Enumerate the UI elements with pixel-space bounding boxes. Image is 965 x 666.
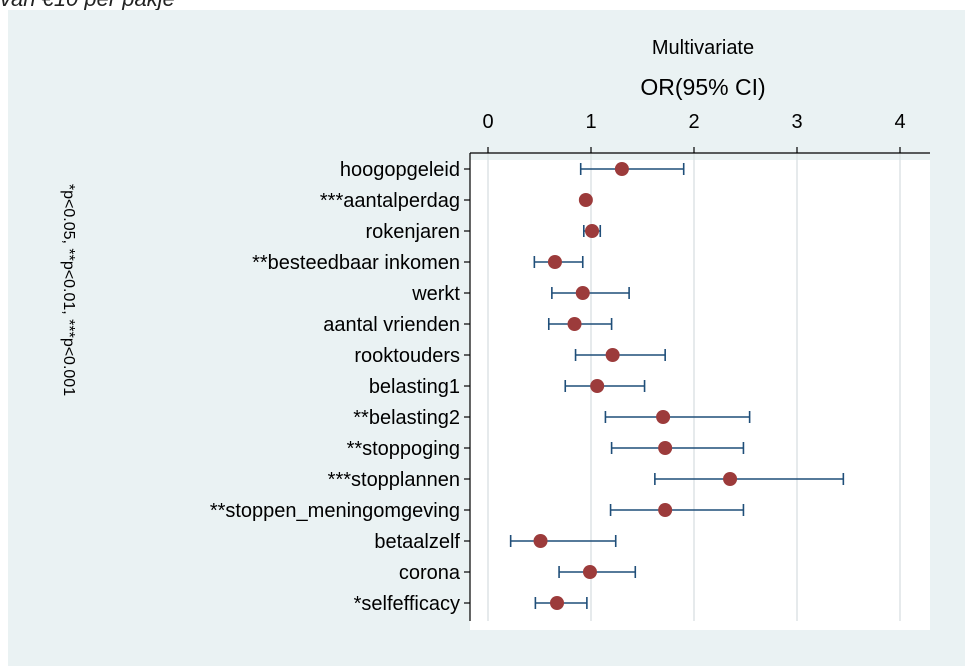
or-point (658, 441, 673, 455)
or-point (575, 286, 590, 300)
row-label: **stoppen_meningomgeving (210, 500, 460, 522)
or-point (567, 317, 582, 331)
or-point (723, 472, 738, 486)
row-label: belasting1 (369, 376, 460, 398)
row-label: **besteedbaar inkomen (252, 252, 460, 274)
or-point (582, 565, 597, 579)
row-label: werkt (411, 283, 460, 305)
or-point (585, 224, 600, 238)
x-tick-label: 3 (791, 111, 802, 133)
row-label: ***aantalperdag (320, 190, 460, 212)
x-tick-label: 1 (585, 111, 596, 133)
row-label: aantal vrienden (323, 314, 460, 336)
or-point (578, 193, 593, 207)
x-tick-label: 0 (482, 111, 493, 133)
or-point (656, 410, 671, 424)
or-point (605, 348, 620, 362)
x-tick-label: 4 (894, 111, 905, 133)
or-point (550, 596, 565, 610)
or-point (658, 503, 673, 517)
x-tick-label: 2 (688, 111, 699, 133)
or-point (533, 534, 548, 548)
row-label: rooktouders (354, 345, 460, 367)
or-point (590, 379, 605, 393)
chart-title: Multivariate (652, 37, 754, 59)
axes: 0 1 2 3 4 hoogopgeleid ***aantalperdag rokenjar… (210, 111, 930, 621)
row-label: *selfefficacy (354, 593, 460, 615)
row-label: **stoppoging (347, 438, 460, 460)
row-label: **belasting2 (353, 407, 460, 429)
or-point (547, 255, 562, 269)
top-caption: van €10 per pakje (0, 0, 175, 12)
row-label: betaalzelf (374, 531, 460, 553)
row-label: ***stopplannen (328, 469, 460, 491)
row-label: rokenjaren (365, 221, 460, 243)
significance-footnote: *p<0.05, **p<0.01, ***p<0.001 (60, 184, 77, 396)
row-label: corona (399, 562, 461, 584)
chart-subtitle: OR(95% CI) (640, 74, 765, 100)
row-label: hoogopgeleid (340, 159, 460, 181)
plot-area (470, 160, 930, 630)
chart-marks (509, 162, 845, 610)
or-point (614, 162, 629, 176)
